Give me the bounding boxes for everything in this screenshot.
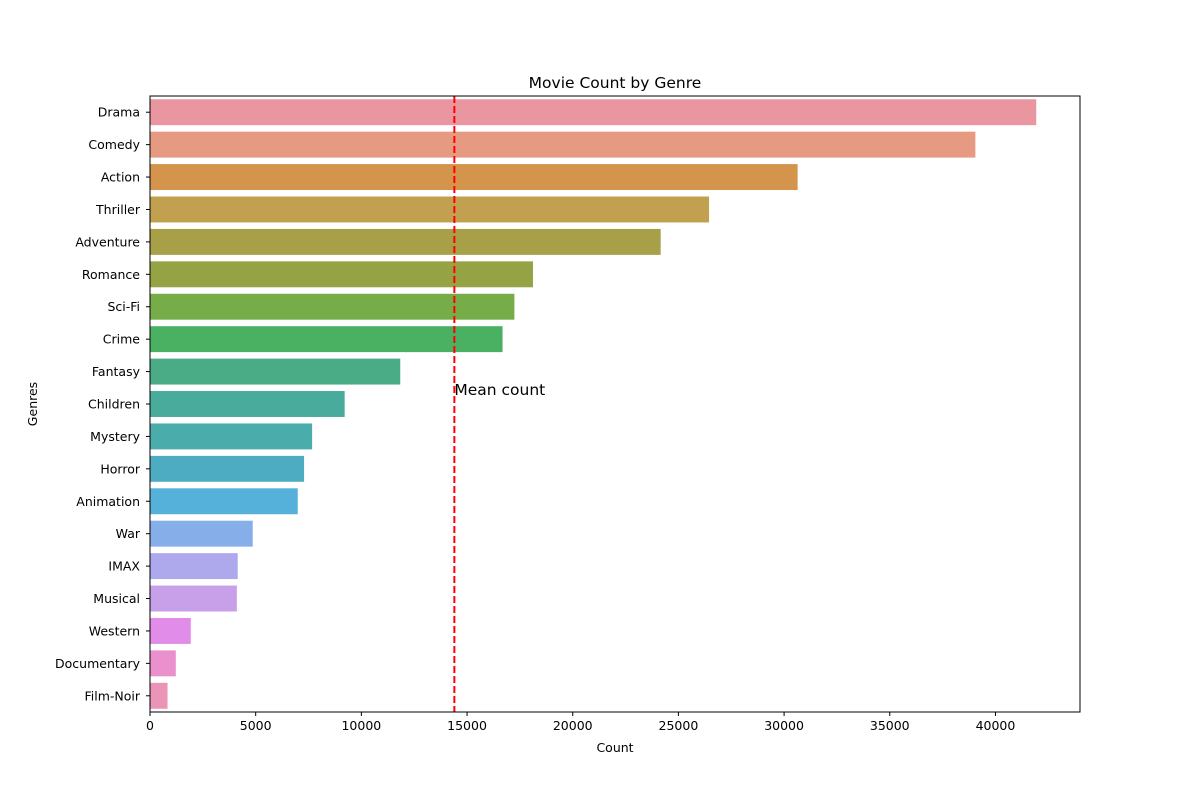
x-tick-label: 15000: [447, 718, 487, 733]
bar-war: [150, 520, 253, 547]
x-tick-label: 40000: [976, 718, 1016, 733]
bar-thriller: [150, 196, 710, 223]
y-tick-label: Crime: [103, 332, 141, 347]
bar-romance: [150, 261, 533, 288]
y-tick-label: Mystery: [90, 429, 140, 444]
x-tick-label: 30000: [764, 718, 804, 733]
y-tick-label: War: [116, 526, 141, 541]
bar-drama: [150, 99, 1037, 126]
x-tick-label: 0: [146, 718, 154, 733]
bar-horror: [150, 455, 305, 482]
bar-children: [150, 391, 345, 417]
y-tick-label: Fantasy: [92, 364, 141, 379]
bar-adventure: [150, 228, 661, 255]
x-tick-label: 25000: [659, 718, 699, 733]
x-tick-label: 5000: [240, 718, 272, 733]
mean-count-annotation: Mean count: [454, 381, 545, 399]
y-tick-label: Adventure: [75, 234, 140, 249]
bar-mystery: [150, 423, 313, 450]
bar-western: [150, 617, 191, 644]
bar-documentary: [150, 650, 176, 677]
y-axis-ticks: Drama Comedy Action Thriller Adventure Romanc…: [55, 105, 150, 703]
y-tick-label: Comedy: [88, 137, 140, 152]
y-tick-label: Musical: [93, 591, 140, 606]
x-tick-label: 10000: [341, 718, 381, 733]
y-tick-label: Drama: [98, 105, 140, 120]
y-tick-label: Film-Noir: [84, 688, 140, 703]
bar-musical: [150, 585, 237, 612]
y-tick-label: Horror: [100, 461, 140, 476]
x-tick-label: 20000: [553, 718, 593, 733]
bar-crime: [150, 326, 503, 353]
y-tick-label: Documentary: [55, 656, 141, 671]
bars-group: [150, 99, 1037, 709]
bar-animation: [150, 488, 298, 515]
chart-title: Movie Count by Genre: [529, 74, 702, 92]
x-axis-ticks: 0 5000 10000 15000 20000 25000 30000 35000 40000: [146, 712, 1015, 733]
y-tick-label: IMAX: [108, 559, 140, 574]
bar-comedy: [150, 131, 976, 158]
x-axis-label: Count: [596, 740, 633, 755]
y-tick-label: Children: [88, 397, 140, 412]
y-axis-label: Genres: [25, 382, 40, 426]
bar-film-noir: [150, 682, 168, 709]
y-tick-label: Action: [101, 170, 140, 185]
y-tick-label: Romance: [82, 267, 140, 282]
bar-imax: [150, 553, 238, 580]
x-tick-label: 35000: [870, 718, 910, 733]
y-tick-label: Sci-Fi: [107, 299, 140, 314]
bar-fantasy: [150, 358, 401, 385]
y-tick-label: Animation: [76, 494, 140, 509]
bar-sci-fi: [150, 293, 515, 320]
y-tick-label: Western: [89, 623, 140, 638]
bar-action: [150, 164, 798, 191]
y-tick-label: Thriller: [95, 202, 141, 217]
